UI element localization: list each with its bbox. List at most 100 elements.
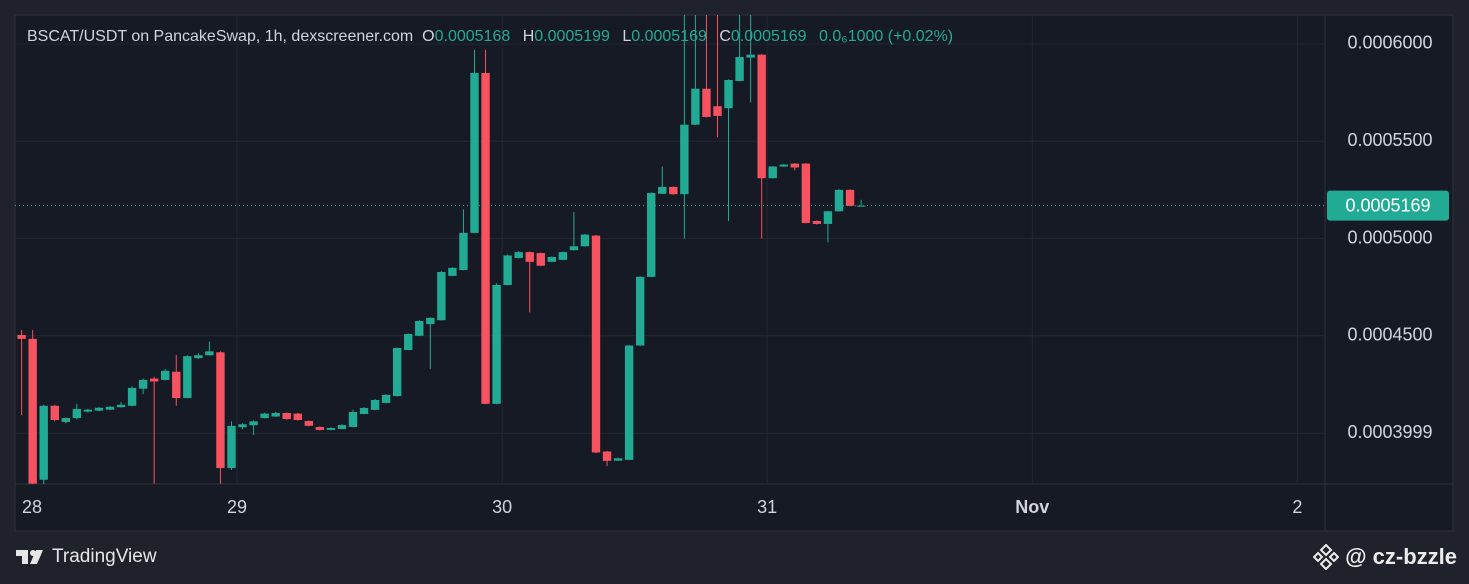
- candle-body: [61, 418, 71, 422]
- credit-text: @ cz-bzzle: [1345, 544, 1457, 569]
- last-price-label: 0.0005169: [1345, 195, 1430, 215]
- y-tick-label: 0.0005000: [1347, 227, 1432, 247]
- x-tick-label: Nov: [1015, 497, 1049, 517]
- candle-body: [669, 186, 678, 195]
- candle-body: [525, 252, 534, 262]
- x-tick-label: 31: [757, 497, 777, 517]
- candle-body: [72, 408, 82, 419]
- candle-body: [856, 205, 866, 207]
- candle-body: [249, 421, 258, 426]
- chart-frame: [14, 14, 1454, 532]
- y-tick-label: 0.0005500: [1347, 130, 1432, 150]
- candle-body: [172, 371, 181, 399]
- candle-body: [94, 407, 104, 411]
- candle-body: [735, 57, 744, 81]
- x-tick-label: 28: [22, 497, 42, 517]
- candle-body: [602, 451, 612, 461]
- legend-label: H: [522, 28, 535, 45]
- candle-body: [17, 334, 26, 339]
- candle-body: [205, 351, 214, 356]
- candle-body: [680, 124, 689, 195]
- candle-body: [359, 407, 369, 414]
- credit: @ cz-bzzle: [1313, 544, 1457, 570]
- legend-low: 0.0005169: [631, 28, 707, 45]
- grid: [15, 15, 1325, 484]
- candle-body: [713, 106, 722, 116]
- x-tick-label: 30: [492, 497, 512, 517]
- brand-name: TradingView: [52, 546, 157, 567]
- candle-body: [149, 378, 159, 382]
- legend-close: 0.0005169: [730, 28, 807, 45]
- candle-body: [658, 186, 667, 194]
- candle-body: [569, 246, 579, 251]
- legend-high: 0.0005199: [534, 28, 610, 45]
- candle-body: [514, 252, 523, 258]
- last-price-tag: [1327, 190, 1449, 221]
- candle-body: [404, 334, 413, 350]
- candle-body: [448, 267, 457, 276]
- candle-body: [845, 189, 855, 206]
- candle-body: [768, 166, 777, 179]
- candle-body: [470, 72, 479, 233]
- candle-body: [558, 252, 568, 260]
- candle-body: [326, 427, 336, 430]
- y-tick-label: 0.0003999: [1347, 422, 1432, 442]
- candle-body: [127, 387, 137, 406]
- plot-area: [15, 15, 1325, 484]
- candle-body: [647, 192, 656, 277]
- candle-body: [337, 425, 347, 429]
- candle-body: [105, 406, 115, 410]
- candle-body: [801, 163, 811, 223]
- candle-body: [194, 355, 203, 359]
- candle-body: [613, 458, 623, 461]
- candle-body: [415, 320, 424, 336]
- legend-title: BSCAT/USDT on PancakeSwap, 1h, dexscreen…: [27, 28, 414, 45]
- candle-body: [426, 317, 435, 325]
- candle-body: [260, 413, 269, 419]
- candle-body: [39, 405, 48, 480]
- candle-body: [392, 348, 402, 397]
- candle-body: [83, 409, 93, 412]
- candle-body: [812, 221, 822, 224]
- x-tick-label: 2: [1292, 497, 1302, 517]
- candle-body: [757, 54, 766, 179]
- candle-body: [536, 253, 545, 266]
- candle-body: [116, 404, 126, 408]
- candle-body: [624, 345, 634, 460]
- legend-label: C: [719, 28, 731, 45]
- candle-body: [238, 424, 247, 428]
- candle-body: [315, 427, 325, 430]
- candle-body: [702, 88, 711, 117]
- candle-body: [138, 379, 148, 389]
- candle-body: [293, 413, 302, 421]
- y-tick-label: 0.0006000: [1347, 33, 1432, 53]
- brand: TradingView: [16, 546, 157, 568]
- candle-body: [580, 234, 590, 247]
- candle-body: [227, 425, 236, 469]
- legend: BSCAT/USDT on PancakeSwap, 1h, dexscreen…: [27, 28, 961, 46]
- candle-body: [547, 256, 557, 262]
- candle-body: [779, 164, 788, 167]
- legend-label: L: [622, 28, 632, 45]
- x-tick-label: 29: [227, 497, 247, 517]
- candle-body: [724, 79, 733, 109]
- candle-body: [746, 54, 755, 58]
- axes: 0.0006000 0.0005500 0.0005000 0.0004500 0.00…: [22, 33, 1449, 517]
- candle-body: [216, 352, 225, 469]
- credit-icon: [1313, 544, 1340, 570]
- candle-body: [503, 255, 512, 286]
- candle-body: [381, 394, 391, 403]
- candle-body: [183, 356, 192, 399]
- legend-label: O: [422, 28, 435, 45]
- y-tick-label: 0.0004500: [1347, 325, 1432, 345]
- candle-body: [823, 211, 833, 224]
- brand-logo: [16, 550, 43, 564]
- candle-body: [481, 72, 490, 404]
- candle-body: [790, 163, 800, 168]
- candle-body: [161, 370, 170, 380]
- candle-body: [492, 285, 501, 404]
- candle-body: [304, 420, 314, 426]
- legend-change: 0.0₆1000 (+0.02%): [819, 28, 954, 45]
